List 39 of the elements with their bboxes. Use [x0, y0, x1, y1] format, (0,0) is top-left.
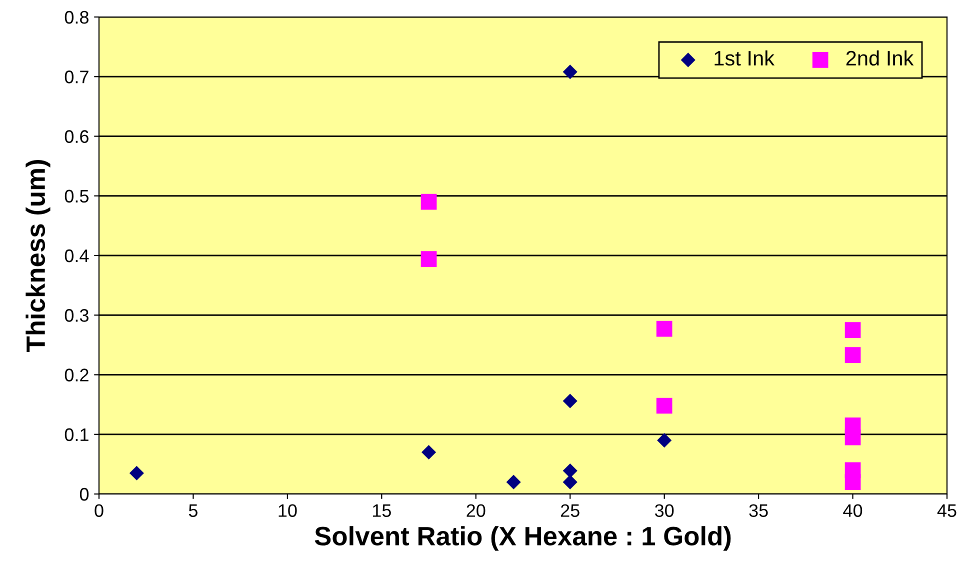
point: [562, 64, 578, 80]
x-tick-label: 25: [560, 504, 580, 517]
x-tick-label: 45: [937, 504, 956, 517]
x-tick-label: 30: [654, 504, 674, 517]
y-tick-label: 0.8: [64, 10, 88, 24]
point: [656, 320, 672, 337]
y-tick-label: 0.5: [64, 190, 89, 203]
point: [844, 429, 861, 446]
x-tick-label: 35: [749, 504, 768, 517]
x-tick-label: 15: [373, 504, 391, 517]
y-tick-label: 0.4: [64, 249, 89, 262]
point: [844, 474, 861, 490]
point: [844, 322, 861, 338]
y-tick-label: 0.7: [64, 70, 88, 84]
y-tick-label: 0: [80, 488, 89, 501]
legend-label: 2nd Ink: [846, 50, 914, 66]
y-axis-title: Thickness (um): [26, 160, 50, 352]
x-tick-label: 40: [843, 504, 862, 517]
point: [562, 463, 578, 478]
point: [506, 474, 521, 490]
point: [421, 444, 436, 460]
point: [657, 433, 672, 448]
x-tick-label: 5: [188, 504, 198, 517]
point: [420, 251, 437, 267]
y-tick-label: 0.1: [64, 428, 88, 442]
y-tick-label: 0.3: [64, 309, 88, 322]
point: [562, 394, 578, 408]
y-tick-label: 0.2: [64, 368, 88, 382]
point: [844, 347, 861, 363]
legend-label: 1st Ink: [714, 50, 775, 66]
point: [656, 398, 672, 414]
x-tick-label: 20: [466, 504, 486, 517]
y-tick-label: 0.6: [64, 130, 88, 143]
point: [129, 466, 144, 480]
x-tick-label: 0: [94, 504, 104, 517]
x-axis-title: Solvent Ratio (X Hexane : 1 Gold): [314, 526, 731, 551]
point: [562, 474, 578, 490]
point: [420, 194, 437, 210]
x-tick-label: 10: [278, 504, 297, 517]
